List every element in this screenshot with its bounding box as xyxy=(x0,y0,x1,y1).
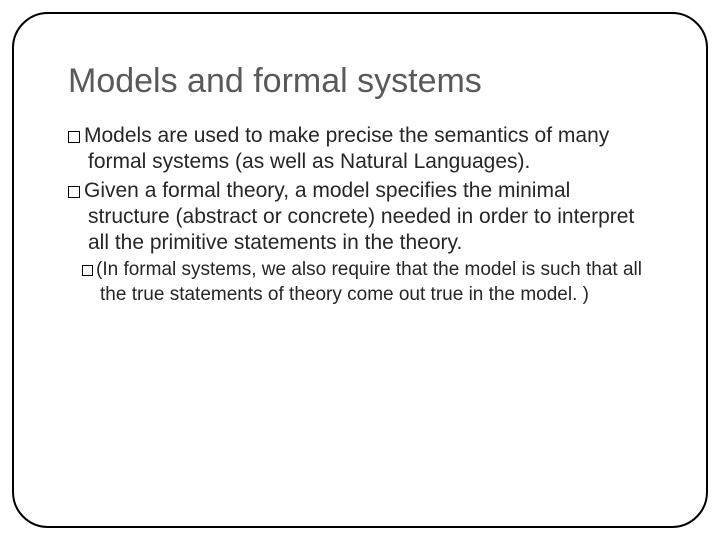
square-bullet-icon xyxy=(68,131,80,143)
bullet-text: Models are used to make precise the sema… xyxy=(84,124,609,173)
slide-title: Models and formal systems xyxy=(68,62,652,101)
bullet-text: Given a formal theory, a model specifies… xyxy=(84,179,634,255)
slide-frame: Models and formal systems Models are use… xyxy=(12,12,708,528)
sub-bullet-text: (In formal systems, we also require that… xyxy=(96,259,642,305)
bullet-item: Models are used to make precise the sema… xyxy=(68,123,652,176)
square-bullet-icon xyxy=(68,186,80,198)
sub-bullet-item: (In formal systems, we also require that… xyxy=(68,258,652,307)
bullet-item: Given a formal theory, a model specifies… xyxy=(68,178,652,257)
square-bullet-icon xyxy=(82,265,93,276)
